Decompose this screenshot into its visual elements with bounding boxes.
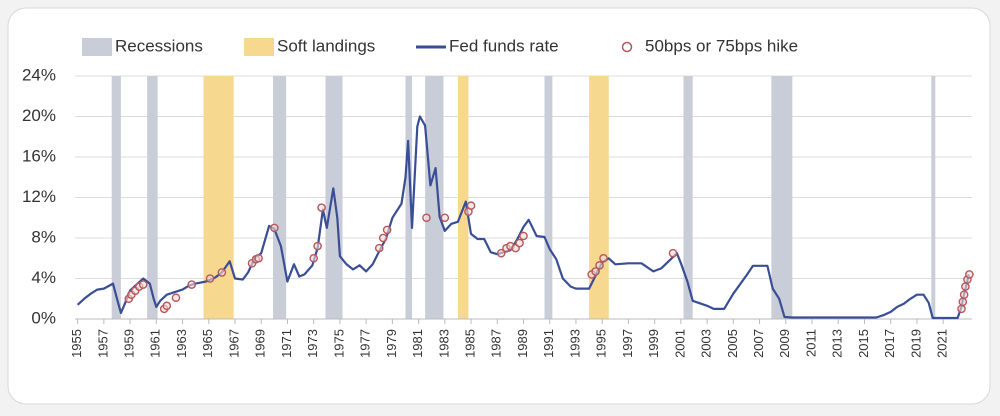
y-tick-label: 16% — [22, 146, 56, 165]
hike-marker — [254, 253, 263, 263]
x-tick-label: 2019 — [908, 329, 923, 358]
x-tick-label: 1969 — [253, 329, 268, 358]
hike-marker — [515, 238, 524, 248]
hike-marker — [171, 293, 181, 303]
x-tick-label: 1979 — [384, 329, 399, 358]
band — [405, 76, 413, 319]
x-tick-label: 2013 — [830, 329, 845, 358]
hike-marker — [313, 241, 322, 251]
legend-swatch — [621, 41, 633, 53]
y-tick-label: 0% — [31, 308, 56, 327]
x-tick-label: 2017 — [882, 329, 897, 358]
hike-marker — [519, 231, 528, 241]
card — [7, 7, 991, 405]
x-tick-label: 1981 — [410, 329, 425, 358]
y-tick-label: 4% — [31, 268, 56, 287]
x-tick-label: 2003 — [699, 329, 714, 358]
legend-label: Fed funds rate — [449, 36, 559, 55]
hike-marker — [466, 201, 476, 210]
x-tick-label: 1971 — [279, 329, 294, 358]
y-tick-label: 24% — [22, 65, 56, 84]
x-tick-label: 1955 — [69, 329, 84, 358]
hike-marker — [440, 213, 450, 223]
x-tick-label: 2015 — [856, 329, 871, 358]
x-tick-label: 1999 — [646, 329, 661, 358]
hike-marker — [599, 253, 608, 263]
x-tick-label: 1995 — [594, 329, 609, 358]
band — [425, 76, 444, 319]
hike-marker — [309, 253, 318, 263]
x-tick-label: 2021 — [935, 329, 950, 358]
x-tick-label: 1965 — [200, 329, 215, 358]
x-tick-label: 2011 — [803, 329, 818, 357]
y-tick-label: 20% — [22, 106, 56, 125]
hike-marker — [422, 213, 431, 223]
hike-marker — [187, 280, 197, 289]
legend-label: Recessions — [115, 36, 203, 55]
hike-marker — [961, 282, 970, 291]
x-tick-label: 1997 — [620, 329, 635, 358]
hike-marker — [162, 301, 172, 311]
hike-marker — [382, 225, 392, 235]
hike-marker — [965, 270, 974, 279]
band — [203, 76, 234, 319]
x-tick-label: 1983 — [436, 329, 451, 358]
legend-label: 50bps or 75bps hike — [645, 36, 798, 55]
legend-label: Soft landings — [277, 36, 375, 55]
band — [683, 76, 693, 319]
x-tick-label: 1957 — [95, 329, 110, 358]
hike-marker — [138, 280, 148, 289]
band — [147, 76, 158, 319]
band — [771, 76, 793, 319]
x-tick-label: 2007 — [751, 329, 766, 358]
band — [544, 76, 553, 319]
band — [273, 76, 287, 319]
legend-swatch — [244, 38, 274, 56]
hike-marker — [595, 261, 604, 270]
hike-marker — [959, 290, 969, 300]
band — [111, 76, 121, 319]
hike-marker — [317, 203, 326, 212]
x-tick-label: 2009 — [777, 329, 792, 358]
rate-line — [76, 115, 970, 320]
y-tick-label: 12% — [22, 187, 56, 206]
hike-marker — [374, 243, 384, 253]
x-tick-label: 1975 — [331, 329, 346, 358]
band — [457, 76, 469, 319]
x-tick-label: 1977 — [358, 329, 373, 358]
x-tick-label: 2001 — [672, 329, 687, 358]
band — [931, 76, 936, 319]
x-tick-label: 2005 — [725, 329, 740, 358]
x-tick-label: 1963 — [174, 329, 189, 358]
hike-marker — [270, 223, 279, 233]
x-tick-label: 1973 — [305, 329, 320, 358]
y-tick-label: 8% — [31, 227, 56, 246]
x-tick-label: 1991 — [541, 329, 556, 358]
hike-marker — [378, 233, 388, 243]
x-tick-label: 1959 — [122, 329, 137, 358]
hike-marker — [205, 274, 215, 283]
x-tick-label: 1961 — [148, 329, 163, 358]
legend-swatch — [82, 38, 112, 56]
x-tick-label: 1987 — [489, 329, 504, 358]
x-tick-label: 1967 — [226, 329, 241, 358]
hike-marker — [591, 267, 600, 276]
x-tick-label: 1993 — [567, 329, 582, 358]
x-tick-label: 1989 — [515, 329, 530, 358]
x-tick-label: 1985 — [462, 329, 477, 358]
hike-marker — [668, 248, 678, 258]
hike-marker — [958, 297, 968, 307]
hike-marker — [957, 304, 966, 314]
hike-marker — [217, 268, 227, 277]
hike-marker — [496, 248, 506, 258]
